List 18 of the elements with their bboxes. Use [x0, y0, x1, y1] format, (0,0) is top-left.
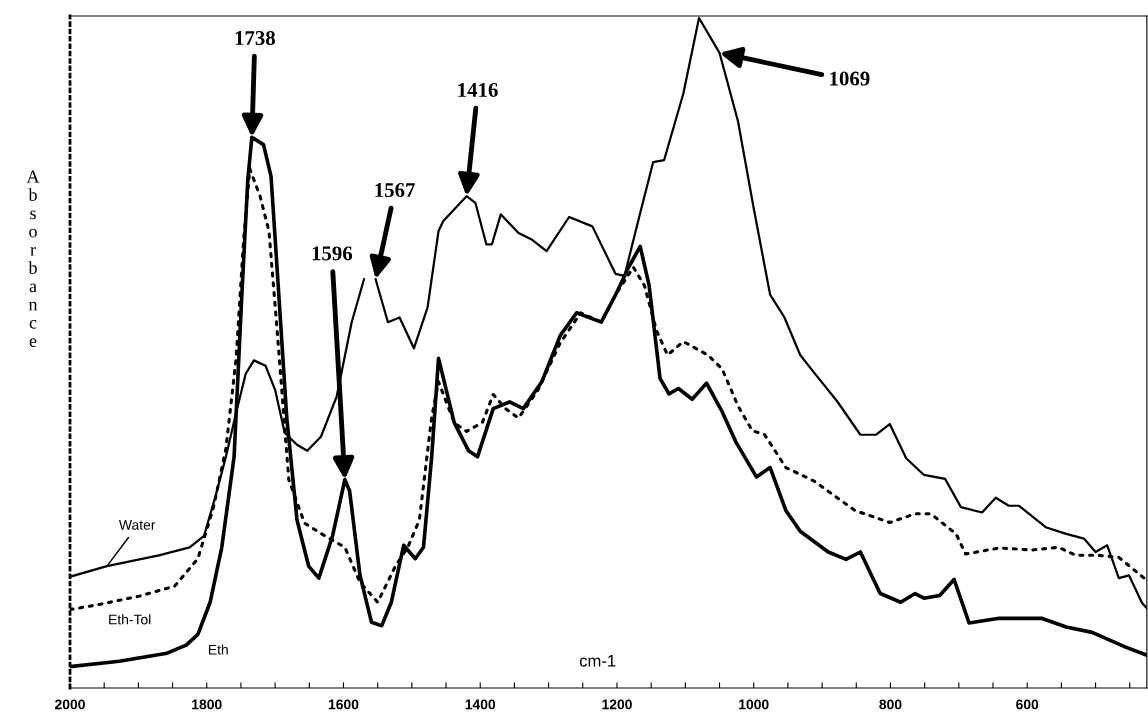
x-tick-label: 1200 [602, 699, 632, 710]
x-tick-label: 1800 [192, 699, 222, 710]
annotation: 1416 [458, 82, 498, 97]
annotation: 1596 [312, 246, 353, 261]
annotation: 1567 [375, 183, 415, 198]
series-label: Water [118, 520, 156, 530]
x-tick-label: 1600 [328, 699, 359, 710]
annotation: 1069 [830, 71, 870, 86]
text: Absorbance [26, 170, 40, 347]
x-tick-label: 800 [879, 699, 902, 710]
x-axis-title: cm-1 [579, 655, 616, 667]
x-tick-label: 1400 [465, 699, 496, 710]
series-label: Eth-Tol [109, 614, 151, 625]
x-tick-label: 1000 [739, 699, 769, 710]
x-tick-label: 600 [1016, 699, 1039, 710]
x-tick-label: 2000 [55, 699, 85, 710]
annotation: 1738 [235, 30, 276, 46]
series-label: Eth [208, 644, 228, 655]
